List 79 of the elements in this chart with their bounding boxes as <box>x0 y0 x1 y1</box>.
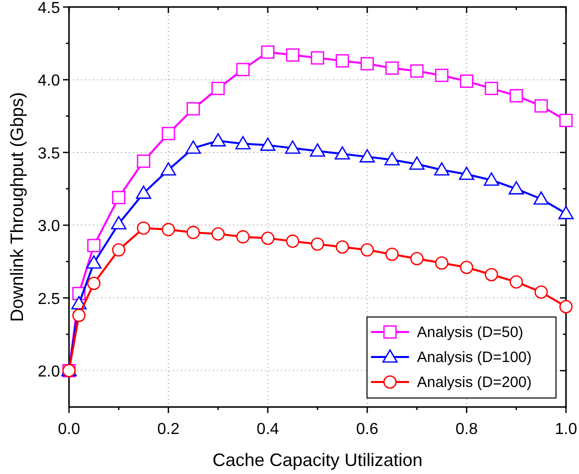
y-tick-label: 2.0 <box>38 364 60 381</box>
point <box>112 190 126 204</box>
point <box>534 285 548 299</box>
point <box>336 240 349 254</box>
point <box>111 216 126 230</box>
point <box>162 222 176 236</box>
point <box>210 133 226 146</box>
point <box>162 126 176 140</box>
point <box>434 162 450 176</box>
legend-label: Analysis (D=50) <box>417 324 524 341</box>
point <box>484 172 500 186</box>
point <box>460 74 474 88</box>
point <box>484 268 498 282</box>
x-tick-label: 0.8 <box>455 421 478 438</box>
legend-label: Analysis (D=200) <box>417 374 532 391</box>
point <box>86 255 102 269</box>
y-axis-title: Downlink Throughput (Gbps) <box>7 92 27 322</box>
point <box>534 191 549 205</box>
point <box>484 82 498 96</box>
y-tick-label: 2.5 <box>38 290 60 308</box>
point <box>410 64 424 78</box>
y-tick-label: 3.5 <box>38 145 60 162</box>
y-tick-label: 3.0 <box>38 218 60 236</box>
point <box>236 62 250 76</box>
point <box>559 114 573 128</box>
point <box>360 149 375 162</box>
x-axis-title: Cache Capacity Utilization <box>212 450 423 470</box>
point <box>186 226 200 240</box>
point <box>409 156 425 170</box>
x-tick-label: 0.4 <box>256 421 280 438</box>
x-tick-label: 0.6 <box>356 421 378 438</box>
y-tick-label: 4.0 <box>38 72 60 90</box>
point <box>360 243 374 257</box>
point <box>286 48 300 62</box>
point <box>285 140 300 154</box>
point <box>112 243 126 257</box>
point <box>384 152 400 166</box>
point <box>310 143 326 157</box>
point <box>360 57 374 70</box>
point <box>534 99 548 113</box>
y-tick-label: 4.5 <box>38 0 60 17</box>
point <box>186 102 200 116</box>
point <box>310 51 324 65</box>
point <box>385 248 399 261</box>
point <box>160 162 176 176</box>
point <box>510 89 523 102</box>
point <box>410 252 424 266</box>
x-tick-label: 0.2 <box>157 421 180 438</box>
point <box>310 237 324 251</box>
point <box>460 260 474 274</box>
point <box>508 181 524 194</box>
point <box>435 256 448 270</box>
point <box>261 232 274 245</box>
point <box>336 54 349 68</box>
point <box>71 296 87 310</box>
point <box>261 45 274 59</box>
x-tick-label: 1.0 <box>554 421 578 438</box>
point <box>510 275 523 289</box>
point <box>458 166 474 180</box>
point <box>211 82 225 96</box>
point <box>559 300 573 314</box>
point <box>235 136 251 150</box>
point <box>260 138 276 151</box>
point <box>286 234 300 248</box>
point <box>136 221 150 235</box>
point <box>558 206 574 220</box>
point <box>72 308 86 322</box>
point <box>186 140 201 154</box>
point <box>236 230 250 244</box>
point <box>211 227 225 241</box>
point <box>87 276 100 290</box>
point <box>87 238 100 252</box>
point <box>136 186 152 199</box>
point <box>385 61 399 75</box>
point <box>435 68 448 82</box>
x-tick-label: 0.0 <box>58 421 80 438</box>
point <box>334 146 350 160</box>
point <box>136 154 150 168</box>
legend-label: Analysis (D=100) <box>417 349 532 366</box>
